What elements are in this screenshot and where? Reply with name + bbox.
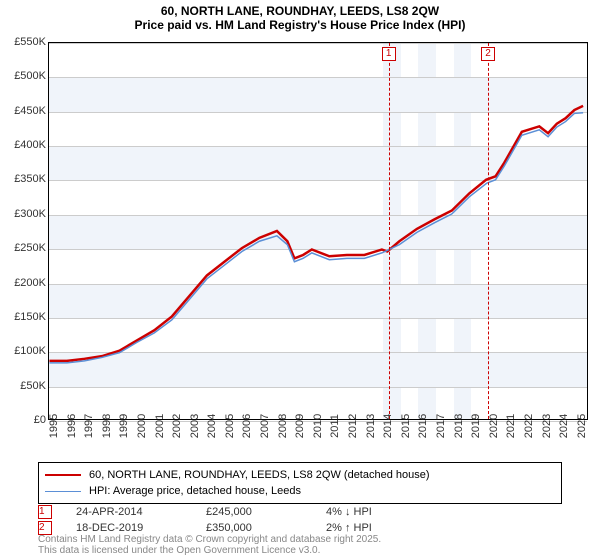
sales-table: 1 24-APR-2014 £245,000 4% ↓ HPI 2 18-DEC… bbox=[38, 504, 562, 536]
sale-row-1: 1 24-APR-2014 £245,000 4% ↓ HPI bbox=[38, 504, 562, 520]
chart-plot-area: 12 bbox=[48, 42, 588, 420]
title-line-1: 60, NORTH LANE, ROUNDHAY, LEEDS, LS8 2QW bbox=[0, 4, 600, 18]
sale-delta-2: 2% ↑ HPI bbox=[326, 522, 372, 534]
legend-row-subject: 60, NORTH LANE, ROUNDHAY, LEEDS, LS8 2QW… bbox=[45, 467, 555, 483]
sale-price-2: £350,000 bbox=[206, 522, 326, 534]
legend: 60, NORTH LANE, ROUNDHAY, LEEDS, LS8 2QW… bbox=[38, 462, 562, 504]
title-block: 60, NORTH LANE, ROUNDHAY, LEEDS, LS8 2QW… bbox=[0, 0, 600, 32]
sale-date-1: 24-APR-2014 bbox=[76, 506, 206, 518]
legend-label-subject: 60, NORTH LANE, ROUNDHAY, LEEDS, LS8 2QW… bbox=[89, 469, 430, 481]
legend-swatch-subject bbox=[45, 474, 81, 476]
legend-swatch-hpi bbox=[45, 491, 81, 492]
footer: Contains HM Land Registry data © Crown c… bbox=[38, 534, 381, 556]
chart-container: 60, NORTH LANE, ROUNDHAY, LEEDS, LS8 2QW… bbox=[0, 0, 600, 560]
legend-row-hpi: HPI: Average price, detached house, Leed… bbox=[45, 483, 555, 499]
legend-label-hpi: HPI: Average price, detached house, Leed… bbox=[89, 485, 301, 497]
sale-marker-2: 2 bbox=[38, 521, 52, 535]
sale-price-1: £245,000 bbox=[206, 506, 326, 518]
title-line-2: Price paid vs. HM Land Registry's House … bbox=[0, 18, 600, 32]
sale-marker-1: 1 bbox=[38, 505, 52, 519]
footer-line-2: This data is licensed under the Open Gov… bbox=[38, 545, 381, 556]
sale-date-2: 18-DEC-2019 bbox=[76, 522, 206, 534]
footer-line-1: Contains HM Land Registry data © Crown c… bbox=[38, 534, 381, 545]
sale-delta-1: 4% ↓ HPI bbox=[326, 506, 372, 518]
chart-svg bbox=[49, 43, 587, 419]
